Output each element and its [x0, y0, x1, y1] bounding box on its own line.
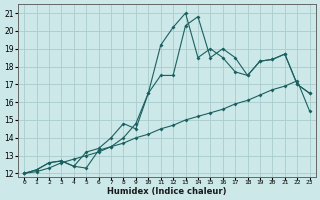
X-axis label: Humidex (Indice chaleur): Humidex (Indice chaleur): [107, 187, 227, 196]
